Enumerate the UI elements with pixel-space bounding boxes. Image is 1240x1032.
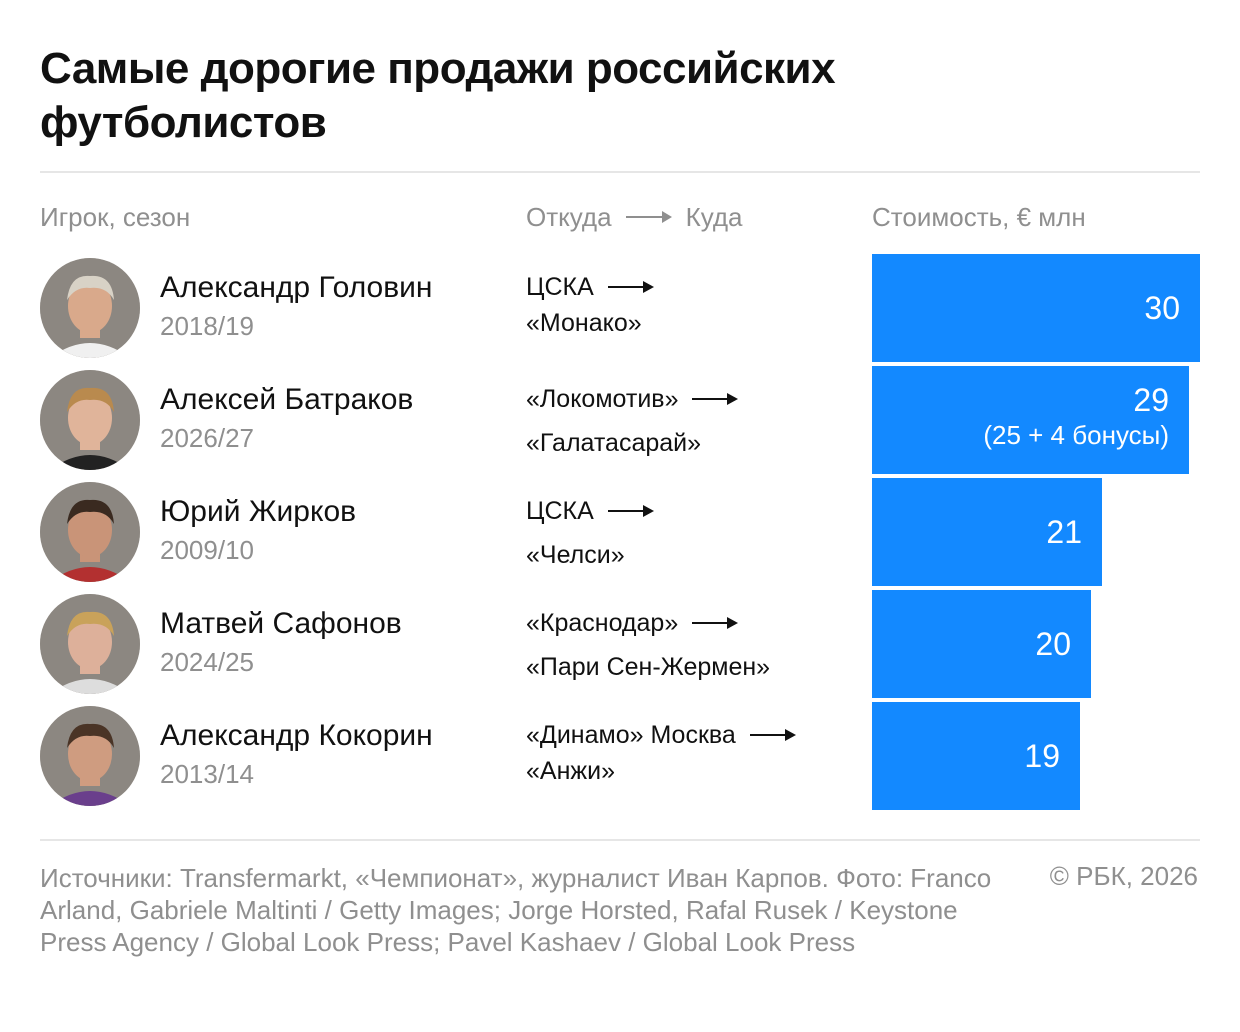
player-season: 2018/19 [160, 311, 254, 341]
bar-value-label: 19 [1024, 738, 1060, 774]
value-bar: (25 + 4 бонусы) 29 [872, 366, 1189, 474]
player-season: 2026/27 [160, 423, 254, 453]
transfer-from-line: ЦСКА [526, 495, 654, 527]
header-to: Куда [685, 202, 743, 232]
transfer-from-line: ЦСКА [526, 271, 654, 303]
player-name: Алексей Батраков [160, 383, 414, 416]
copyright: © РБК, 2026 [1049, 861, 1198, 891]
value-bar: 19 [872, 702, 1080, 810]
player-photo [40, 258, 140, 358]
player-photo [40, 370, 140, 470]
table-row: Юрий Жирков 2009/10 ЦСКА «Челси» 21 [0, 478, 1240, 586]
transfer-from: ЦСКА [526, 497, 594, 525]
sources-note: Источники: Transfermarkt, «Чемпионат», ж… [40, 863, 992, 957]
table-row: Матвей Сафонов 2024/25 «Краснодар» «Пари Се… [0, 590, 1240, 698]
bar-value-label: 30 [1144, 290, 1180, 326]
player-season: 2009/10 [160, 535, 254, 565]
value-bar: 21 [872, 478, 1102, 586]
chart-title: Самые дорогие продажи российских футболи… [40, 44, 836, 147]
value-bar: 20 [872, 590, 1091, 698]
transfer-from-line: «Краснодар» [526, 607, 739, 639]
transfer-to: «Галатасарай» [526, 429, 702, 457]
bar-value-label: 29 [1133, 382, 1169, 418]
header-route: Откуда Куда [526, 200, 743, 234]
player-season: 2024/25 [160, 647, 254, 677]
header-player: Игрок, сезон [40, 202, 191, 232]
header-arrow-icon [625, 210, 672, 224]
transfer-from: «Локомотив» [526, 385, 679, 413]
table-row: Александр Головин 2018/19 ЦСКА «Монако» 30 [0, 254, 1240, 362]
table-row: Алексей Батраков 2026/27 «Локомотив» «Галат… [0, 366, 1240, 474]
player-name: Юрий Жирков [160, 495, 357, 528]
player-name: Матвей Сафонов [160, 607, 402, 640]
player-name: Александр Кокорин [160, 719, 433, 752]
arrow-right-icon [607, 504, 654, 518]
transfer-from: «Динамо» Москва [526, 721, 736, 749]
transfer-to: «Пари Сен-Жермен» [526, 653, 771, 681]
bar-note-label: (25 + 4 бонусы) [983, 420, 1169, 450]
player-photo [40, 594, 140, 694]
header-cost: Стоимость, € млн [872, 202, 1086, 232]
transfer-from-line: «Локомотив» [526, 383, 739, 415]
bar-value-label: 20 [1035, 626, 1071, 662]
player-photo [40, 482, 140, 582]
top-divider [40, 171, 1200, 173]
transfer-to: «Монако» [526, 309, 642, 337]
arrow-right-icon [692, 392, 739, 406]
transfer-from: ЦСКА [526, 273, 594, 301]
table-row: Александр Кокорин 2013/14 «Динамо» Москва «… [0, 702, 1240, 810]
arrow-right-icon [692, 616, 739, 630]
value-bar: 30 [872, 254, 1200, 362]
bottom-divider [40, 839, 1200, 841]
transfer-to: «Челси» [526, 541, 625, 569]
transfer-from-line: «Динамо» Москва [526, 719, 796, 751]
bar-value-label: 21 [1046, 514, 1082, 550]
transfer-to: «Анжи» [526, 757, 615, 785]
player-season: 2013/14 [160, 759, 254, 789]
header-from: Откуда [526, 202, 612, 232]
player-name: Александр Головин [160, 271, 433, 304]
transfer-from: «Краснодар» [526, 609, 679, 637]
arrow-right-icon [607, 280, 654, 294]
arrow-right-icon [749, 728, 796, 742]
player-photo [40, 706, 140, 806]
